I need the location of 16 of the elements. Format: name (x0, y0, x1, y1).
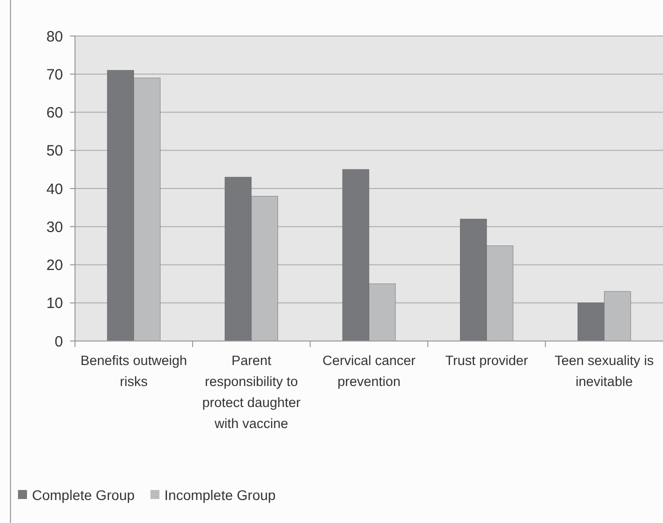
y-tick-label: 80 (46, 28, 63, 46)
y-tick-label: 10 (46, 295, 63, 312)
y-tick-label: 60 (46, 104, 63, 122)
legend-label: Incomplete Group (164, 487, 276, 503)
y-tick-label: 50 (46, 142, 63, 160)
x-tick-label: Cervical cancer prevention (322, 353, 416, 389)
x-tick-label: Benefits outweigh risks (80, 353, 188, 389)
y-tick-label: 0 (54, 333, 63, 350)
y-tick-label: 30 (46, 218, 63, 236)
y-tick-label: 70 (46, 66, 63, 84)
legend-label: Complete Group (32, 487, 135, 503)
x-tick-label: Trust provider (445, 353, 528, 368)
x-tick-label: Teen sexuality is inevitable (554, 353, 654, 389)
y-tick-label: 40 (46, 180, 63, 198)
x-tick-label: Parent responsibility to protect daughter with vaccine (202, 353, 302, 431)
y-tick-label: 20 (46, 257, 63, 274)
